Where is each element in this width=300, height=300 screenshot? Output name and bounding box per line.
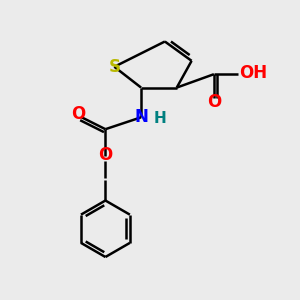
Text: O: O bbox=[207, 93, 221, 111]
Text: H: H bbox=[154, 111, 166, 126]
Text: O: O bbox=[71, 105, 86, 123]
Text: O: O bbox=[98, 146, 112, 164]
Text: OH: OH bbox=[239, 64, 267, 82]
Text: S: S bbox=[108, 58, 120, 76]
Text: N: N bbox=[134, 108, 148, 126]
